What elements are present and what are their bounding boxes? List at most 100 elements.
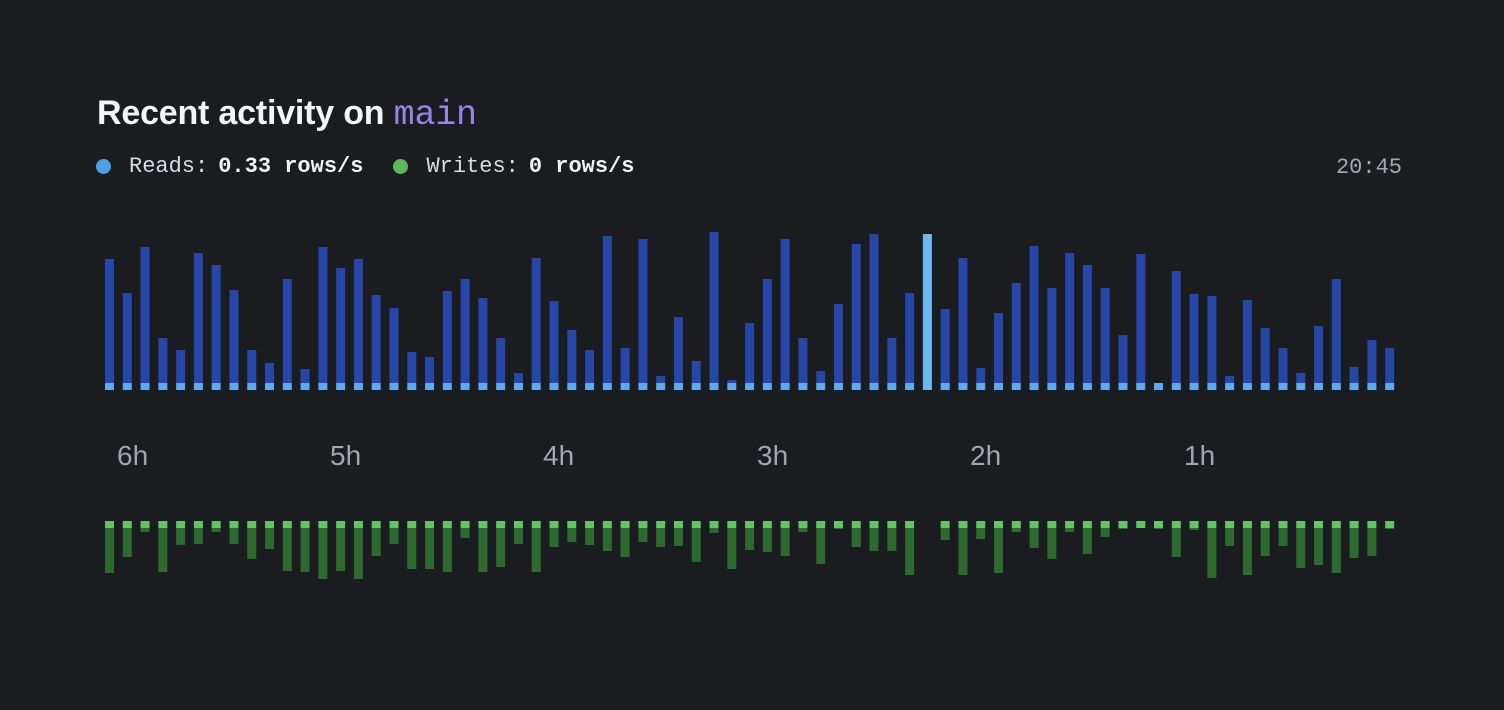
write-bar-base — [478, 521, 488, 528]
write-bar-base — [176, 521, 186, 528]
write-bar-base — [1349, 521, 1359, 528]
read-bar-base — [1225, 383, 1235, 390]
read-bar-base — [887, 383, 897, 390]
read-bar-base — [1260, 383, 1270, 390]
write-bar — [229, 528, 239, 544]
read-bar — [389, 308, 399, 383]
read-bar-base — [176, 383, 186, 390]
read-bar-base — [1314, 383, 1324, 390]
write-bar-base — [673, 521, 683, 528]
read-bar — [1225, 376, 1235, 383]
write-bar — [247, 528, 257, 559]
read-bar-base — [389, 383, 399, 390]
writes-label: Writes: — [426, 154, 519, 179]
writes-dot-icon — [393, 159, 409, 174]
write-bar — [1154, 528, 1164, 529]
write-bar-base — [1296, 521, 1306, 528]
read-bar-base — [905, 383, 915, 390]
read-bar — [1385, 348, 1395, 383]
read-bar — [105, 259, 114, 383]
write-bar-base — [158, 521, 168, 528]
reads-dot-icon — [96, 159, 111, 174]
write-bar-base — [1118, 521, 1128, 528]
write-bar-base — [1047, 521, 1057, 528]
write-bar — [478, 528, 488, 572]
write-bar-base — [1385, 521, 1395, 528]
title-prefix: Recent activity on — [97, 94, 385, 132]
write-bar-base — [567, 521, 577, 528]
read-bar-base — [1118, 383, 1128, 390]
write-bar-base — [1154, 521, 1164, 528]
write-bar-base — [1278, 521, 1288, 528]
read-bar-base — [620, 383, 630, 390]
read-bar-base — [1207, 383, 1217, 390]
read-bar — [567, 330, 577, 383]
write-bar-base — [1331, 521, 1341, 528]
read-bar-base — [371, 383, 381, 390]
read-bar — [940, 309, 950, 383]
read-bar — [762, 279, 772, 383]
write-bar — [407, 528, 417, 569]
x-tick-label: 4h — [543, 440, 574, 471]
write-bar-base — [1367, 521, 1377, 528]
write-bar — [1242, 528, 1252, 575]
write-bar — [425, 528, 435, 569]
write-bar-base — [709, 521, 719, 528]
read-bar-base — [976, 383, 986, 390]
write-bar — [265, 528, 275, 549]
read-bar-base — [407, 383, 417, 390]
read-bar-base — [798, 383, 808, 390]
read-bar-base — [994, 383, 1003, 390]
write-bar — [1100, 528, 1110, 537]
read-bar — [585, 350, 595, 383]
read-bar-base — [1349, 383, 1359, 390]
write-bar — [620, 528, 630, 557]
read-bar-base — [922, 383, 932, 390]
read-bar — [638, 239, 648, 383]
write-bar — [282, 528, 292, 571]
read-bar — [336, 268, 346, 383]
write-bar — [513, 528, 523, 544]
read-bar-base — [549, 383, 559, 390]
write-bar-base — [122, 521, 132, 528]
write-bar-base — [638, 521, 648, 528]
read-bar — [887, 338, 897, 383]
read-bar — [1082, 265, 1092, 383]
read-bar — [371, 295, 381, 383]
write-bar — [336, 528, 346, 571]
write-bar-base — [549, 521, 559, 528]
read-bar — [1189, 294, 1199, 383]
write-bar — [1065, 528, 1075, 532]
read-bar-base — [1065, 383, 1075, 390]
read-bar — [602, 236, 612, 383]
write-bar-base — [1136, 521, 1146, 528]
write-bar — [300, 528, 310, 572]
x-axis-ticks: 6h 5h 4h 3h 2h 1h — [117, 440, 1215, 471]
write-bar-base — [105, 521, 114, 528]
read-bar-base — [1082, 383, 1092, 390]
write-bar-base — [833, 521, 843, 528]
write-bar — [1082, 528, 1092, 554]
write-bar-base — [336, 521, 346, 528]
read-bar — [265, 363, 275, 383]
read-bar — [425, 357, 435, 383]
read-bar — [833, 304, 843, 383]
read-bar — [976, 368, 986, 383]
read-bar — [193, 253, 203, 383]
write-bar — [193, 528, 203, 544]
read-bar — [1118, 335, 1128, 383]
write-bar — [638, 528, 648, 542]
write-bar — [1171, 528, 1181, 557]
write-bar-base — [460, 521, 470, 528]
x-tick-label: 1h — [1184, 440, 1215, 471]
write-bar — [994, 528, 1003, 573]
read-bar-base — [869, 383, 879, 390]
read-bar-base — [460, 383, 470, 390]
read-bar-base — [602, 383, 612, 390]
read-bar — [656, 376, 666, 383]
write-bar-base — [798, 521, 808, 528]
write-bar-base — [1242, 521, 1252, 528]
write-bar — [549, 528, 559, 547]
write-bar — [1207, 528, 1217, 578]
write-bar-base — [727, 521, 737, 528]
